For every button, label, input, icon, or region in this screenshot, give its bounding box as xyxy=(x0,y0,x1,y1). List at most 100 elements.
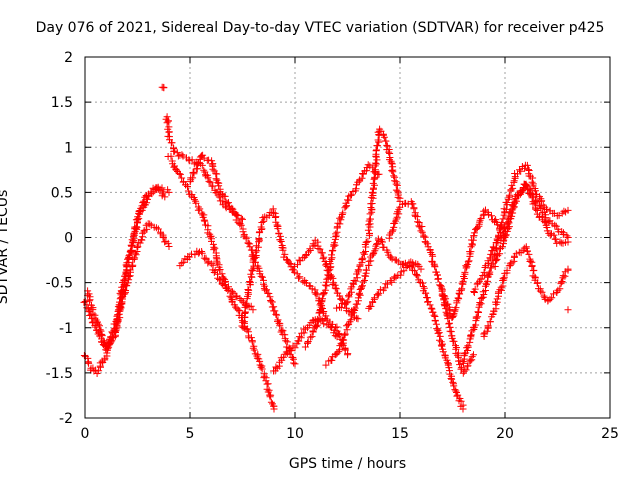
data-point xyxy=(238,322,246,330)
data-point xyxy=(295,256,303,264)
data-point xyxy=(250,346,258,354)
series-sat-d xyxy=(158,83,168,92)
data-point xyxy=(523,161,531,169)
data-point xyxy=(207,260,215,268)
data-point xyxy=(165,243,173,250)
data-point xyxy=(257,272,265,280)
data-point xyxy=(435,329,443,337)
data-point xyxy=(232,292,240,300)
data-point xyxy=(390,172,398,180)
data-point xyxy=(132,224,140,232)
data-point xyxy=(272,363,280,371)
data-point xyxy=(266,293,274,301)
data-point xyxy=(245,286,253,294)
data-point xyxy=(274,225,282,233)
data-point xyxy=(212,175,220,183)
data-point xyxy=(470,232,478,240)
data-point xyxy=(485,211,493,219)
data-point xyxy=(359,170,367,178)
data-point xyxy=(159,234,167,242)
data-point xyxy=(237,214,245,222)
data-point xyxy=(260,217,268,225)
data-point xyxy=(411,267,419,275)
data-point xyxy=(556,285,564,293)
data-point xyxy=(397,271,405,279)
data-point xyxy=(249,344,257,352)
data-point xyxy=(423,240,431,248)
data-point xyxy=(201,217,209,225)
data-point xyxy=(283,338,291,346)
data-point xyxy=(362,238,370,246)
data-point xyxy=(423,294,431,301)
data-point xyxy=(168,139,176,147)
data-point xyxy=(160,84,168,92)
data-point xyxy=(389,168,397,176)
data-point xyxy=(273,311,281,319)
data-point xyxy=(228,205,236,213)
data-point xyxy=(211,244,219,252)
data-point xyxy=(200,166,208,174)
data-point xyxy=(227,294,235,302)
data-point xyxy=(473,224,481,232)
data-point xyxy=(420,232,428,240)
data-point xyxy=(314,245,322,252)
data-point xyxy=(291,360,299,368)
data-point xyxy=(270,209,278,217)
data-point xyxy=(243,326,251,334)
series-sat-e xyxy=(162,113,246,223)
data-point xyxy=(276,322,284,330)
data-point xyxy=(270,405,278,413)
y-tick-label: 0.5 xyxy=(51,185,73,201)
series-sat-m xyxy=(333,125,404,312)
data-point xyxy=(287,347,295,355)
data-point xyxy=(505,219,513,227)
data-point xyxy=(137,208,144,216)
data-point xyxy=(486,318,494,326)
data-point xyxy=(103,346,111,354)
data-point xyxy=(304,338,312,345)
data-point xyxy=(354,266,362,274)
y-tick-label: 0 xyxy=(64,231,73,247)
data-point xyxy=(214,274,222,282)
data-point xyxy=(312,322,319,330)
data-point xyxy=(358,174,366,182)
y-tick-label: -1.5 xyxy=(46,366,73,382)
data-point xyxy=(248,338,256,346)
data-point xyxy=(502,205,510,213)
data-point xyxy=(550,290,557,298)
data-point xyxy=(368,188,376,196)
data-point xyxy=(540,292,548,300)
data-point xyxy=(339,209,347,217)
data-point xyxy=(244,286,252,293)
data-point xyxy=(462,366,470,374)
data-point xyxy=(448,334,456,342)
data-point xyxy=(213,170,221,178)
data-point xyxy=(221,192,229,200)
data-point xyxy=(430,311,438,319)
data-point xyxy=(564,238,572,246)
data-point xyxy=(246,243,254,251)
data-point xyxy=(249,306,257,314)
data-point xyxy=(143,199,151,207)
data-point xyxy=(161,193,169,201)
data-point xyxy=(359,278,367,286)
series-sat-c xyxy=(84,220,173,350)
data-point xyxy=(176,170,184,178)
data-point xyxy=(414,218,422,226)
data-point xyxy=(369,179,377,187)
data-point xyxy=(434,275,442,283)
data-point xyxy=(125,273,133,280)
data-point xyxy=(267,297,275,304)
data-point xyxy=(560,229,567,237)
data-point xyxy=(218,280,226,288)
data-point xyxy=(449,313,457,320)
data-point xyxy=(239,228,247,236)
data-point xyxy=(452,304,460,312)
data-point xyxy=(308,333,316,341)
data-point xyxy=(461,268,469,276)
data-point xyxy=(316,245,324,253)
data-point xyxy=(192,199,200,207)
data-point xyxy=(350,306,358,313)
data-point xyxy=(124,279,132,287)
data-point xyxy=(413,272,421,280)
